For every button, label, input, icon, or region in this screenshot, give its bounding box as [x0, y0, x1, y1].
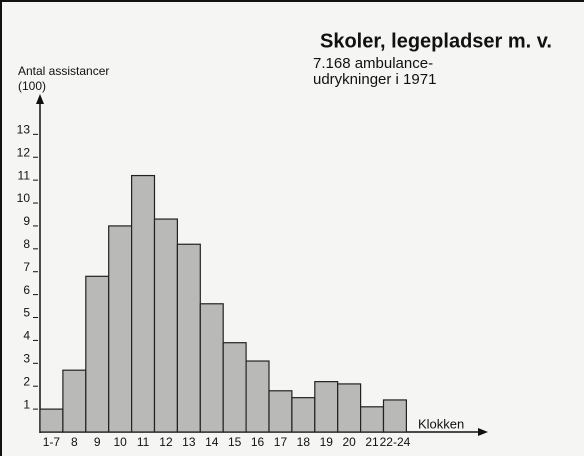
bar — [62, 369, 87, 433]
y-axis-label: (100) — [18, 79, 46, 93]
y-tick-label: 6 — [23, 283, 30, 297]
bar — [153, 218, 178, 433]
x-tick-label: 16 — [251, 435, 265, 449]
bar — [176, 243, 201, 433]
bar — [291, 397, 316, 433]
x-tick-label: 9 — [94, 435, 101, 449]
bar — [314, 381, 339, 433]
bar — [199, 303, 224, 433]
y-tick-label: 12 — [17, 145, 31, 159]
x-tick-label: 17 — [274, 435, 288, 449]
chart-title: Skoler, legepladser m. v. — [320, 30, 552, 52]
bar — [39, 408, 64, 433]
bar — [360, 406, 385, 433]
x-tick-label: 20 — [342, 435, 356, 449]
bar — [382, 399, 407, 433]
y-axis-arrow — [36, 94, 44, 104]
y-tick-label: 3 — [23, 351, 30, 365]
y-tick-label: 13 — [17, 123, 31, 137]
x-tick-label: 11 — [137, 435, 150, 449]
x-tick-label: 22-24 — [380, 435, 411, 449]
x-tick-label: 15 — [228, 435, 242, 449]
y-tick-label: 9 — [23, 214, 30, 228]
x-tick-label: 13 — [182, 435, 196, 449]
x-tick-label: 12 — [159, 435, 173, 449]
bar — [337, 383, 362, 433]
y-tick-label: 5 — [23, 306, 30, 320]
x-tick-label: 18 — [297, 435, 311, 449]
y-tick-label: 1 — [23, 397, 30, 411]
y-tick-label: 4 — [23, 329, 30, 343]
x-tick-label: 10 — [113, 435, 127, 449]
y-tick-label: 8 — [23, 237, 30, 251]
bar — [131, 174, 156, 433]
subtitle: udrykninger i 1971 — [313, 71, 436, 88]
x-tick-label: 8 — [71, 435, 78, 449]
y-tick-label: 10 — [17, 191, 31, 205]
bar — [108, 225, 133, 433]
y-tick-label: 11 — [18, 168, 31, 182]
x-axis-label: Klokken — [418, 416, 464, 431]
subtitle: 7.168 ambulance- — [313, 55, 433, 72]
y-axis-label: Antal assistancer — [18, 64, 109, 78]
x-tick-label: 14 — [205, 435, 219, 449]
x-axis-arrow — [478, 428, 488, 436]
y-tick-label: 2 — [23, 374, 30, 388]
x-tick-label: 1-7 — [43, 435, 61, 449]
x-tick-label: 21 — [365, 435, 379, 449]
bar — [222, 342, 247, 433]
bar — [268, 390, 293, 433]
x-tick-label: 19 — [320, 435, 334, 449]
bar — [245, 360, 270, 433]
y-tick-label: 7 — [23, 260, 30, 274]
bar — [85, 275, 110, 433]
